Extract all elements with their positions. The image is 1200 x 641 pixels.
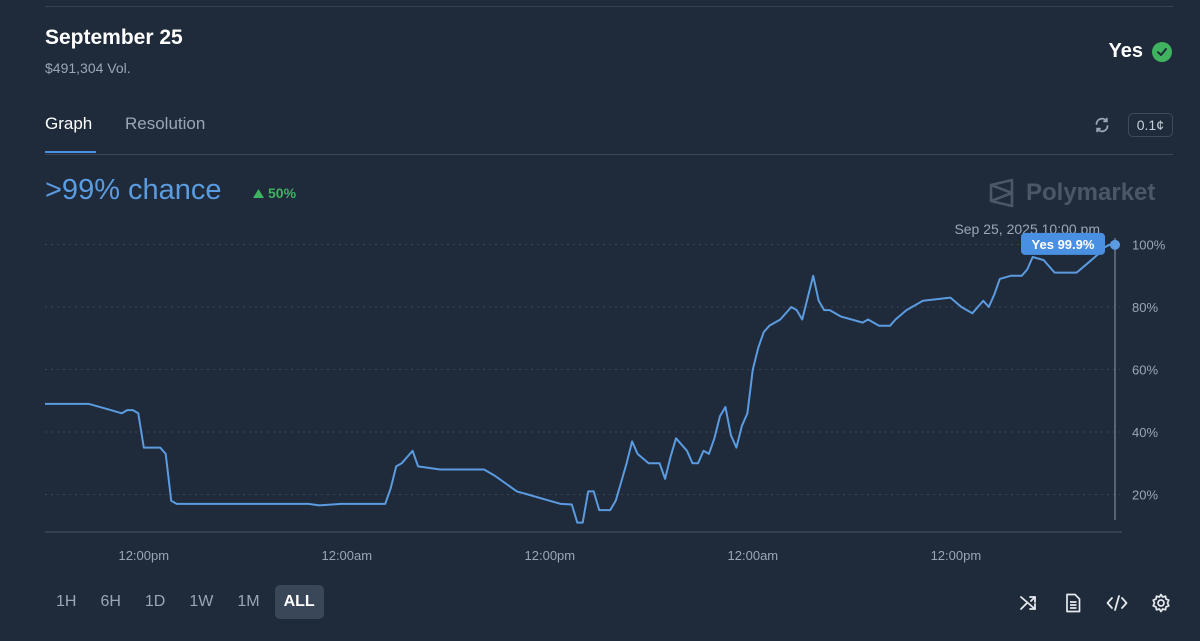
hover-tooltip-box xyxy=(1021,232,1105,255)
y-tick-label: 100% xyxy=(1132,238,1166,253)
range-1m[interactable]: 1M xyxy=(237,593,260,610)
outcome-label: Yes xyxy=(1108,40,1143,62)
document-icon[interactable] xyxy=(1062,592,1084,614)
x-tick-label: 12:00am xyxy=(728,548,779,563)
range-1d[interactable]: 1D xyxy=(144,593,166,610)
range-1w[interactable]: 1W xyxy=(189,593,214,610)
x-tick-label: 12:00pm xyxy=(118,548,169,563)
y-tick-label: 40% xyxy=(1132,425,1158,440)
hover-point xyxy=(1110,239,1120,250)
y-tick-label: 80% xyxy=(1132,300,1158,315)
code-embed-icon[interactable] xyxy=(1106,592,1128,614)
x-tick-label: 12:00am xyxy=(321,548,372,563)
check-circle-icon xyxy=(1152,41,1172,62)
chart-actions xyxy=(1018,592,1172,614)
time-range-selector: 1H 6H 1D 1W 1M ALL xyxy=(47,585,324,619)
settings-gear-icon[interactable] xyxy=(1150,592,1172,614)
y-tick-label: 20% xyxy=(1132,488,1158,503)
range-1h[interactable]: 1H xyxy=(56,593,77,610)
tab-resolution[interactable]: Resolution xyxy=(125,114,206,133)
y-tick-label: 60% xyxy=(1132,363,1158,378)
polymarket-logo-icon xyxy=(989,178,1014,208)
top-divider xyxy=(45,6,1173,7)
triangle-up-icon xyxy=(253,188,264,198)
range-all[interactable]: ALL xyxy=(274,585,324,619)
chance-value: >99% chance xyxy=(45,174,222,206)
change-badge: 50% xyxy=(253,185,296,201)
market-volume: $491,304 Vol. xyxy=(45,60,131,76)
change-value: 50% xyxy=(268,185,297,201)
resolved-outcome: Yes xyxy=(1109,40,1172,63)
range-6h[interactable]: 6H xyxy=(100,593,121,610)
brand-name: Polymarket xyxy=(1026,179,1156,206)
tab-graph[interactable]: Graph xyxy=(45,114,93,133)
market-title: September 25 xyxy=(45,26,183,49)
yes-price-line xyxy=(45,243,1115,524)
refresh-icon[interactable] xyxy=(1092,115,1112,135)
hover-tooltip-label: Yes 99.9% xyxy=(1032,237,1095,252)
polymarket-watermark: Polymarket xyxy=(988,178,1155,208)
x-tick-label: 12:00pm xyxy=(525,548,576,563)
x-tick-label: 12:00pm xyxy=(931,548,982,563)
graph-tools: 0.1¢ xyxy=(1092,113,1173,137)
price-precision-button[interactable]: 0.1¢ xyxy=(1127,113,1173,137)
view-tabs: Graph Resolution 0.1¢ xyxy=(45,113,1173,155)
shuffle-icon[interactable] xyxy=(1018,592,1040,614)
active-tab-indicator xyxy=(45,151,96,153)
